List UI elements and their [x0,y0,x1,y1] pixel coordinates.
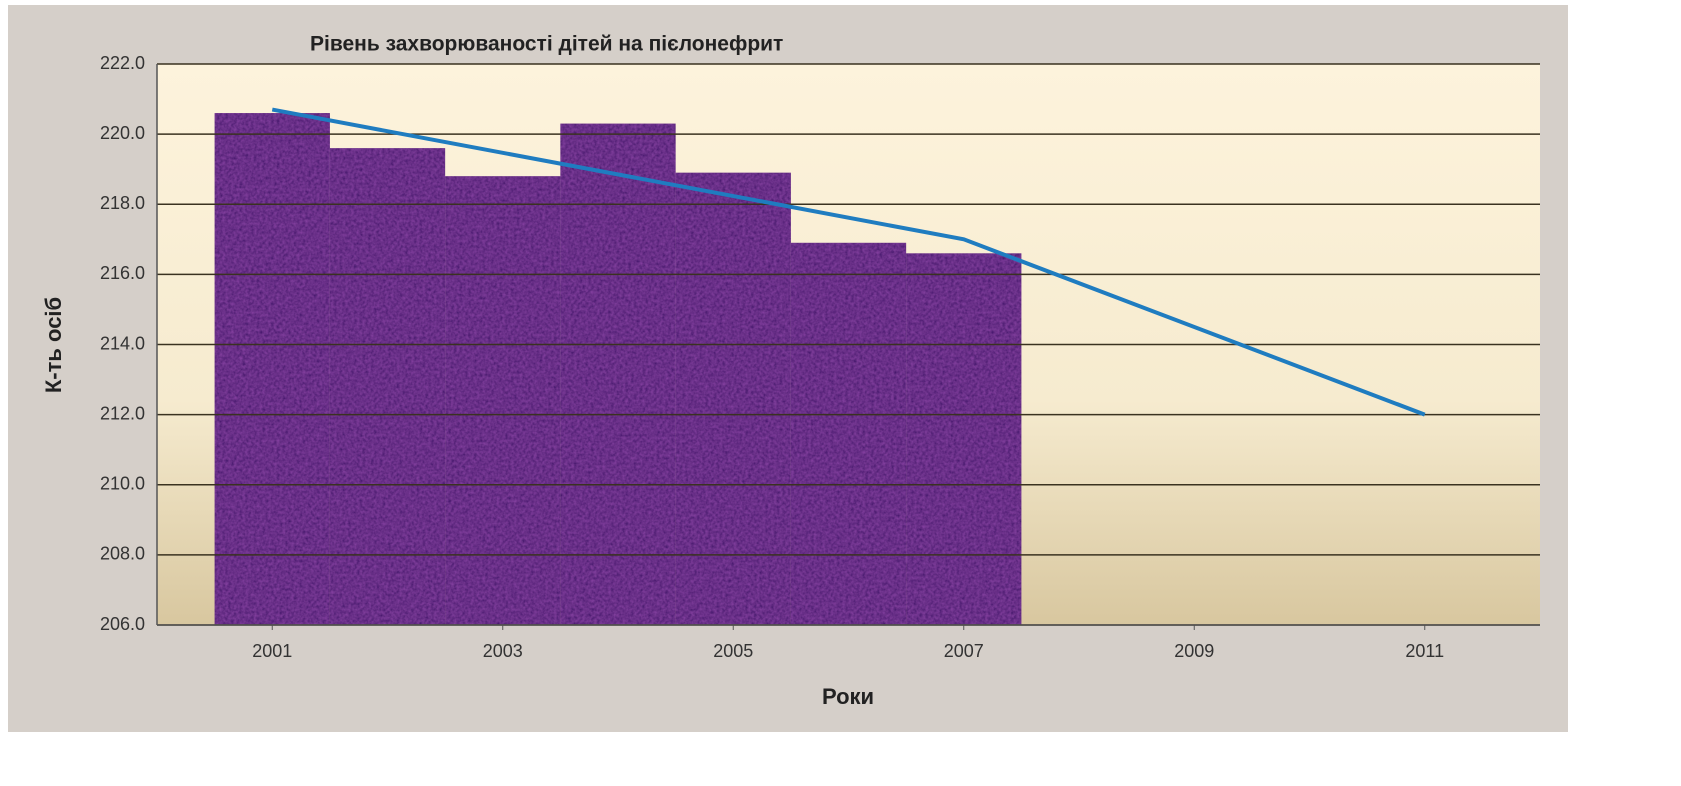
bar [214,113,330,626]
x-tick-label: 2007 [944,641,984,661]
x-axis-label: Роки [822,684,874,709]
bar [560,123,676,625]
chart-title: Рівень захворюваності дітей на пієлонефр… [310,33,783,56]
y-tick-label: 214.0 [100,333,145,353]
x-tick-label: 2001 [252,641,292,661]
bar [329,148,446,625]
trend-line [271,107,1426,417]
x-tick-label: 2003 [483,641,523,661]
y-tick-label: 216.0 [100,263,145,283]
y-tick-label: 210.0 [100,474,145,494]
x-tick-label: 2009 [1174,641,1214,661]
bar [445,176,561,625]
y-tick-label: 220.0 [100,123,145,143]
bar [675,172,791,625]
y-tick-label: 218.0 [100,193,145,213]
x-tick-label: 2011 [1405,641,1444,661]
x-tick-label: 2005 [713,641,753,661]
y-tick-label: 212.0 [100,403,145,423]
bar [906,253,1022,625]
y-tick-label: 206.0 [100,614,145,634]
y-tick-label: 208.0 [100,544,145,564]
bar [790,242,907,625]
y-axis-label: К-ть осіб [41,297,66,393]
y-tick-label: 222.0 [100,53,145,73]
